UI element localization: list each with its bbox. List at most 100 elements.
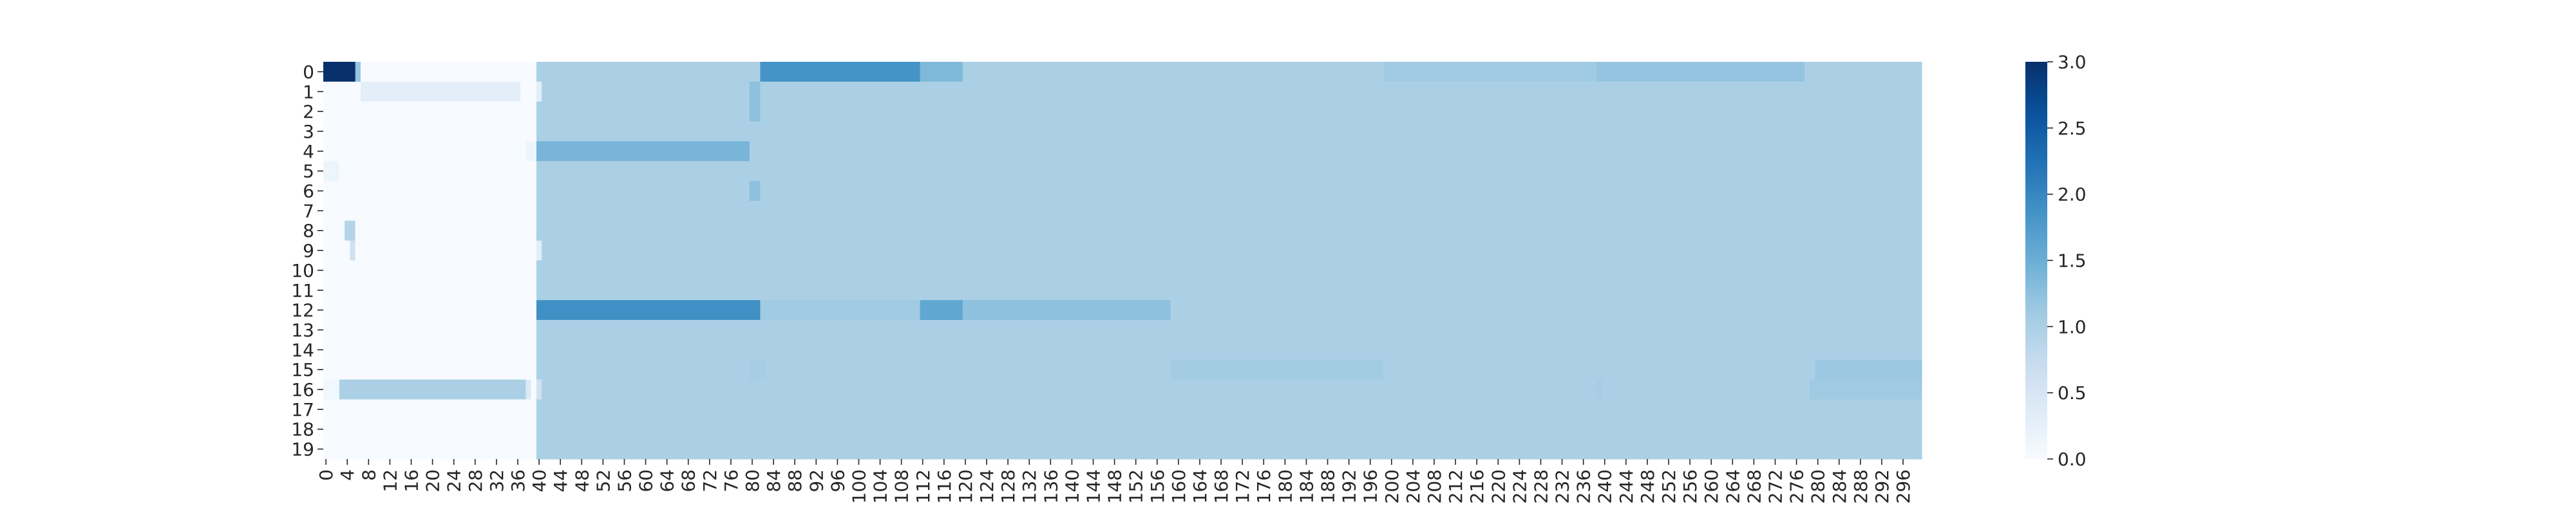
colorbar-tick-label: 3.0 [2058,52,2087,73]
heatmap-cell [323,359,537,380]
x-tick-label: 152 [1126,469,1147,503]
x-tick-label: 144 [1083,469,1104,503]
x-tick-label: 124 [976,469,998,503]
heatmap-cell [323,121,537,142]
x-tick-label: 24 [444,469,465,492]
heatmap-cell [536,181,750,201]
heatmap-cell [323,101,537,122]
heatmap-cell [536,300,761,321]
heatmap-cell [1602,379,1810,400]
y-tick-label: 1 [303,81,314,102]
y-tick-label: 9 [303,240,314,261]
x-tick-label: 244 [1616,469,1637,503]
x-tick-label: 156 [1147,469,1168,503]
heatmap-cell [1383,359,1816,380]
heatmap-cell [536,220,1922,241]
x-tick-label: 196 [1360,469,1381,503]
y-tick-label: 3 [303,121,314,142]
y-tick-label: 16 [291,379,314,400]
heatmap-cell [360,62,537,82]
heatmap-cell [1170,359,1384,380]
heatmap-cell [323,300,537,321]
x-tick-label: 148 [1104,469,1126,503]
x-tick-label: 60 [636,469,657,492]
x-tick-label: 168 [1211,469,1232,503]
x-tick-label: 216 [1466,469,1488,503]
y-tick-label: 15 [291,359,314,380]
heatmap-cell [1596,379,1603,400]
heatmap-cell [323,260,537,281]
y-tick-label: 13 [291,319,314,341]
heatmap-cell [1170,300,1922,321]
x-tick-label: 200 [1381,469,1403,503]
x-tick-label: 4 [337,469,358,481]
heatmap-cell [536,359,750,380]
x-tick-label: 48 [571,469,592,492]
y-tick-label: 8 [303,220,314,241]
x-tick-label: 256 [1680,469,1701,503]
heatmap-cell [323,439,537,460]
colorbar-tick-label: 0.5 [2058,382,2087,404]
x-tick-label: 80 [742,469,763,492]
colorbar-tick-label: 2.0 [2058,184,2087,205]
heatmap-cell [355,220,537,241]
heatmap-cell [1810,379,1922,400]
y-tick-label: 6 [303,181,314,202]
x-tick-label: 164 [1189,469,1211,503]
heatmap-cell [345,220,356,241]
x-tick-label: 280 [1808,469,1829,503]
y-tick-label: 5 [303,161,314,182]
heatmap-cell [920,300,963,321]
y-tick-label: 2 [303,101,314,122]
heatmap-cell [920,62,963,82]
heatmap-cell [323,339,537,360]
heatmap-cell [536,141,750,162]
x-tick-label: 184 [1296,469,1317,503]
x-tick-label: 136 [1040,469,1061,503]
x-tick-label: 96 [827,469,848,492]
x-tick-label: 68 [678,469,699,492]
y-tick-label: 19 [291,439,314,460]
x-tick-label: 72 [699,469,721,492]
x-tick-label: 116 [934,469,955,503]
x-tick-label: 128 [998,469,1019,503]
heatmap-cell [536,200,1922,221]
x-tick-label: 240 [1595,469,1616,503]
x-tick-label: 232 [1552,469,1573,503]
heatmap-cell [760,181,1922,201]
heatmap-cell [323,62,356,82]
x-tick-label: 188 [1318,469,1339,503]
heatmap-cell [526,379,532,400]
x-tick-label: 108 [891,469,913,503]
heatmap-cell [536,419,1922,440]
y-tick-label: 0 [303,61,314,82]
heatmap-cell [542,379,1597,400]
x-tick-label: 36 [507,469,529,492]
heatmap-cell [323,200,537,221]
heatmap-cell [323,379,340,400]
x-tick-label: 180 [1274,469,1296,503]
x-tick-label: 192 [1339,469,1360,503]
x-tick-label: 288 [1850,469,1871,503]
y-tick-label: 18 [291,419,314,440]
heatmap-cell [323,81,361,102]
x-tick-label: 176 [1253,469,1274,503]
x-tick-label: 284 [1829,469,1850,503]
x-tick-label: 276 [1786,469,1808,503]
heatmap-cell [323,161,340,182]
heatmap-cell [1815,359,1922,380]
x-tick-label: 228 [1530,469,1551,503]
x-tick-label: 56 [614,469,635,492]
y-tick-label: 10 [291,260,314,281]
heatmap-cell [536,339,1922,360]
heatmap-cell [339,379,526,400]
x-tick-label: 120 [955,469,976,503]
x-tick-label: 44 [550,469,571,492]
heatmap-cell [749,101,761,122]
heatmap-cell [1596,62,1805,82]
x-tick-label: 220 [1488,469,1509,503]
colorbar-tick-label: 2.5 [2058,118,2087,139]
colorbar-gradient [2025,62,2047,459]
x-tick-label: 252 [1658,469,1680,503]
y-tick-label: 4 [303,141,314,162]
